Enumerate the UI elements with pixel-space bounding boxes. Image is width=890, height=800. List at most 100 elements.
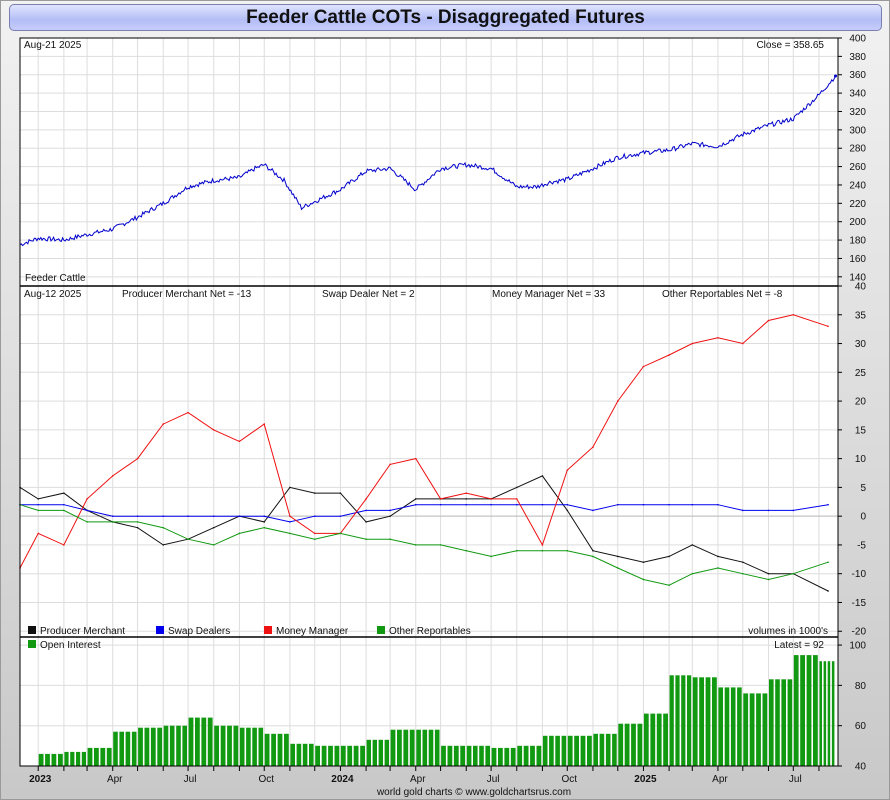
other-point — [339, 532, 342, 535]
oi-bar — [504, 747, 510, 766]
oi-bar — [624, 723, 630, 766]
oi-bar — [296, 743, 302, 766]
producer-point — [365, 521, 367, 523]
oi-bar — [675, 675, 680, 766]
oi-bar — [201, 717, 207, 766]
oi-bar — [195, 717, 200, 766]
oi-bar — [479, 745, 484, 766]
producer-point — [741, 561, 744, 563]
oi-bar — [453, 745, 459, 766]
oi-bar — [360, 745, 365, 766]
oi-bar — [157, 727, 163, 766]
oi-bar — [681, 675, 686, 766]
swap-point — [691, 503, 694, 506]
volumes-note: volumes in 1000's — [748, 626, 828, 637]
cot-y-tick-label: 40 — [855, 282, 867, 293]
legend-swatch-producer — [28, 626, 36, 634]
oi-bar — [587, 735, 592, 766]
oi-bar — [390, 729, 396, 766]
price-close-label: Close = 358.65 — [756, 40, 824, 51]
legend-swatch-swap — [156, 626, 164, 634]
money-point — [439, 498, 442, 500]
price-y-tick-label: 260 — [849, 162, 866, 173]
money-point — [187, 411, 189, 414]
other-point — [439, 544, 442, 546]
oi-bar — [743, 693, 749, 766]
oi-bar — [334, 745, 340, 766]
oi-bar — [498, 747, 503, 766]
swap-point — [238, 515, 241, 517]
legend-swatch-other — [377, 626, 385, 634]
money-point — [465, 492, 468, 494]
producer-point — [339, 492, 342, 494]
oi-bar — [447, 745, 453, 766]
price-y-tick-label: 380 — [849, 52, 866, 63]
oi-bar — [473, 745, 478, 766]
oi-bar — [328, 745, 333, 766]
producer-point — [566, 509, 569, 512]
money-point — [86, 498, 88, 500]
oi-bar — [45, 753, 50, 766]
oi-bar — [38, 753, 44, 766]
producer-point — [389, 515, 391, 517]
oi-bar — [643, 713, 649, 766]
x-tick-label: Jul — [487, 774, 500, 785]
price-date-label: Aug-21 2025 — [24, 40, 82, 51]
oi-bar — [81, 751, 86, 766]
oi-bar — [239, 727, 245, 766]
oi-bar — [51, 753, 57, 766]
oi-bar — [749, 693, 755, 766]
oi-bar — [340, 745, 346, 766]
oi-bar — [403, 729, 409, 766]
oi-bar — [775, 679, 780, 766]
other-point — [490, 555, 492, 558]
other-point — [389, 538, 391, 540]
oi-y-tick-label: 100 — [849, 641, 866, 652]
x-tick-label: 2025 — [634, 774, 657, 785]
price-series-name: Feeder Cattle — [25, 273, 86, 284]
oi-bar — [163, 725, 169, 766]
oi-bar — [227, 725, 232, 766]
other-point — [187, 538, 189, 540]
price-y-tick-label: 360 — [849, 70, 866, 81]
swap-point — [792, 509, 795, 512]
producer-point — [465, 498, 468, 500]
price-y-tick-label: 220 — [849, 199, 866, 210]
oi-bar — [800, 655, 805, 766]
money-point — [212, 429, 215, 431]
swap-point — [642, 503, 645, 506]
oi-bar — [258, 727, 264, 766]
swap-point — [389, 509, 391, 512]
swap-point — [212, 515, 215, 517]
swap-point — [465, 503, 468, 506]
swap-point — [313, 515, 316, 517]
oi-bar — [669, 675, 674, 766]
oi-bar — [150, 727, 156, 766]
oi-bar — [605, 733, 611, 767]
oi-bar — [730, 687, 736, 766]
other-point — [111, 521, 114, 523]
oi-bar — [510, 747, 516, 766]
oi-bar — [347, 745, 353, 766]
oi-bar — [769, 679, 774, 766]
price-y-tick-label: 180 — [849, 236, 866, 247]
oi-bar — [233, 725, 239, 766]
other-point — [263, 526, 266, 529]
series-layer — [19, 74, 838, 767]
swap-point — [668, 503, 670, 506]
oi-bar — [321, 745, 327, 766]
oi-y-tick-label: 60 — [855, 721, 867, 732]
oi-bar — [555, 735, 560, 766]
swap-point — [37, 503, 40, 506]
oi-bar — [64, 751, 69, 766]
other-point — [592, 555, 594, 558]
x-tick-label: Apr — [107, 774, 123, 785]
legend-producer: Producer Merchant — [40, 626, 125, 637]
x-tick-label: Jul — [184, 774, 197, 785]
other-point — [767, 578, 770, 581]
price-y-tick-label: 160 — [849, 254, 866, 265]
price-y-tick-label: 400 — [849, 34, 866, 45]
money-point — [792, 313, 795, 316]
money-point — [63, 544, 65, 546]
